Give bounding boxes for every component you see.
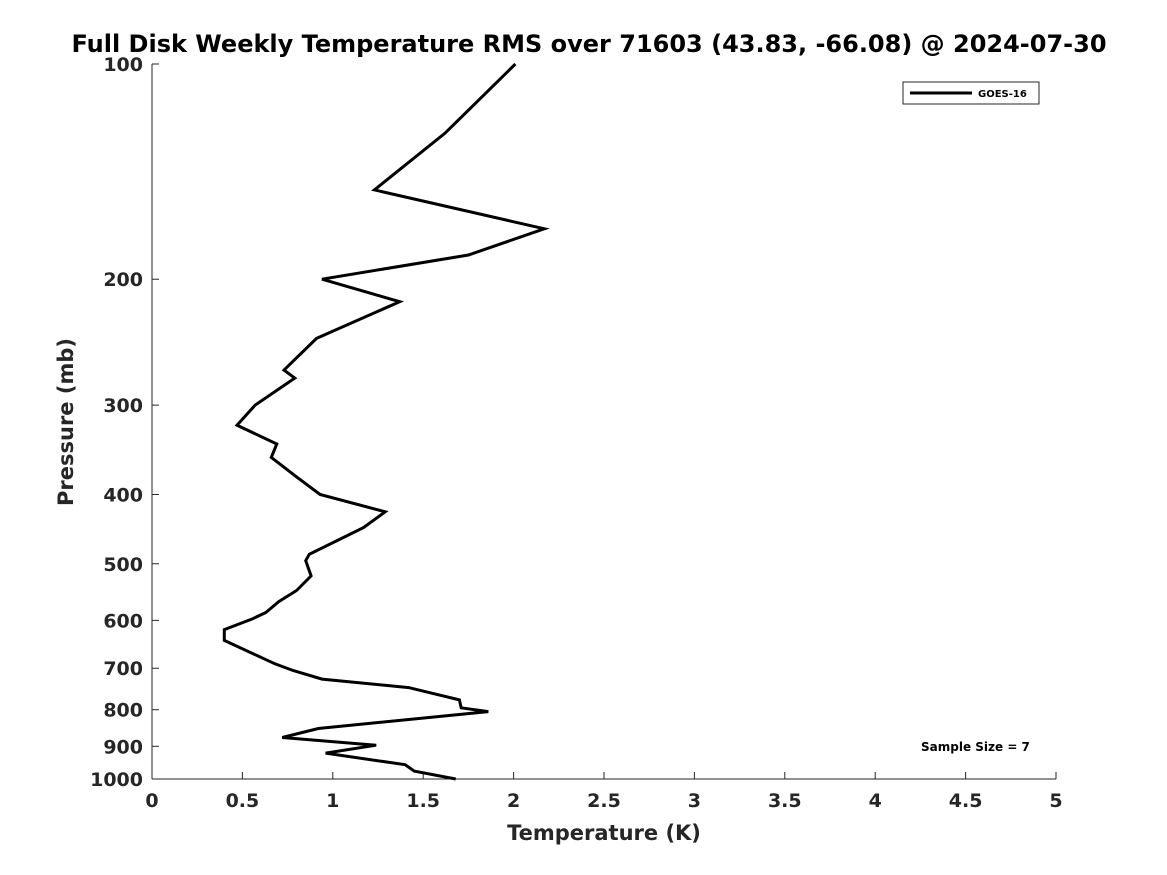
x-tick-label: 5	[1049, 790, 1062, 812]
chart-title: Full Disk Weekly Temperature RMS over 71…	[71, 30, 1106, 58]
legend: GOES-16	[902, 81, 1040, 105]
y-axis-label: Pressure (mb)	[54, 338, 78, 506]
x-tick-label: 2	[507, 790, 520, 812]
x-tick-label: 4.5	[949, 790, 983, 812]
y-tick-label: 700	[103, 658, 143, 680]
x-tick-label: 0.5	[226, 790, 260, 812]
series-line-goes-16	[222, 62, 550, 781]
y-tick-label: 100	[103, 54, 143, 76]
y-tick-label: 1000	[90, 769, 143, 791]
x-tick-label: 1	[326, 790, 339, 812]
plot-frame	[151, 64, 1056, 780]
y-tick-label: 600	[103, 610, 143, 632]
x-tick-label: 0	[145, 790, 158, 812]
y-tick-label: 200	[103, 269, 143, 291]
x-axis-ticks: 0 0.5 1 1.5 2 2.5 3 3.5 4 4.5 5	[145, 772, 1063, 812]
x-tick-label: 2.5	[587, 790, 621, 812]
y-axis-ticks: 100 200 300 400 500 600 700 800 900 1000	[90, 54, 159, 791]
y-tick-label: 900	[103, 736, 143, 758]
y-tick-label: 400	[103, 484, 143, 506]
x-tick-label: 3	[688, 790, 701, 812]
x-tick-label: 3.5	[768, 790, 802, 812]
legend-entry-goes-16: GOES-16	[978, 89, 1027, 100]
x-tick-label: 4	[869, 790, 882, 812]
sample-size-annotation: Sample Size = 7	[921, 740, 1030, 754]
x-axis-label: Temperature (K)	[507, 821, 701, 845]
y-tick-label: 800	[103, 700, 143, 722]
y-tick-label: 500	[103, 554, 143, 576]
x-tick-label: 1.5	[406, 790, 440, 812]
series-layer	[222, 62, 550, 781]
y-tick-label: 300	[103, 395, 143, 417]
